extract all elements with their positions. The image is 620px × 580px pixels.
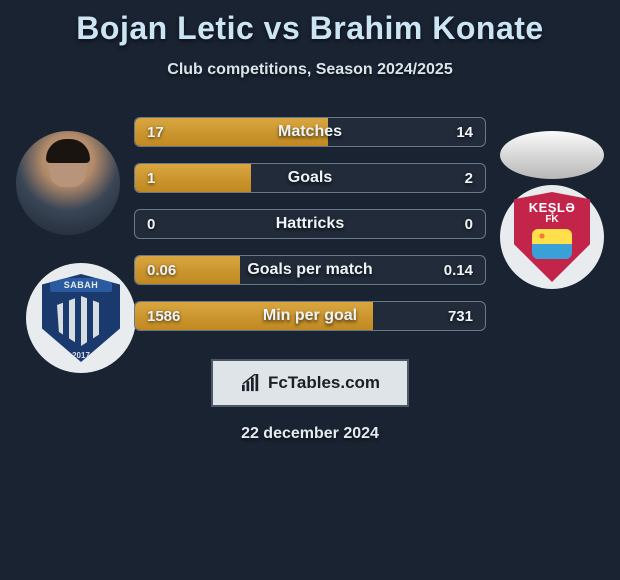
stat-row-hattricks: 0 Hattricks 0 <box>134 209 486 239</box>
stat-left-value: 0.06 <box>135 262 195 279</box>
comparison-panel: SABAH 2017 17 Matches 14 1 Goals 2 <box>10 117 610 443</box>
stat-label: Goals <box>195 169 425 187</box>
stat-right-value: 2 <box>425 170 485 187</box>
stat-row-mpg: 1586 Min per goal 731 <box>134 301 486 331</box>
stat-label: Hattricks <box>195 215 425 233</box>
stat-label: Goals per match <box>195 261 425 279</box>
sabah-shield-icon: SABAH 2017 <box>42 274 120 362</box>
shield-stripes-icon <box>57 296 105 346</box>
stat-row-matches: 17 Matches 14 <box>134 117 486 147</box>
stat-label: Min per goal <box>195 307 425 325</box>
stat-left-value: 17 <box>135 124 195 141</box>
brand-card[interactable]: FcTables.com <box>211 359 409 407</box>
player1-club-badge: SABAH 2017 <box>26 263 136 373</box>
subtitle: Club competitions, Season 2024/2025 <box>10 61 610 79</box>
stat-row-goals: 1 Goals 2 <box>134 163 486 193</box>
club2-sub: FK <box>545 214 558 225</box>
stat-left-value: 1586 <box>135 308 195 325</box>
page-title: Bojan Letic vs Brahim Konate <box>10 10 610 47</box>
chart-icon <box>240 374 262 392</box>
stat-row-gpm: 0.06 Goals per match 0.14 <box>134 255 486 285</box>
kesla-shield-icon: KEŞLƏ FK <box>514 192 590 282</box>
stat-left-value: 0 <box>135 216 195 233</box>
shield-emblem-icon <box>532 229 572 259</box>
stat-right-value: 14 <box>425 124 485 141</box>
player2-avatar <box>500 131 604 179</box>
stat-left-value: 1 <box>135 170 195 187</box>
club1-year: 2017 <box>72 351 90 360</box>
stats-column: 17 Matches 14 1 Goals 2 0 Hattricks 0 0.… <box>130 117 490 443</box>
player2-club-badge: KEŞLƏ FK <box>500 185 604 289</box>
stat-right-value: 0 <box>425 216 485 233</box>
player1-avatar <box>16 131 120 235</box>
brand-name: FcTables.com <box>268 373 380 393</box>
club1-name: SABAH <box>50 278 112 292</box>
stat-right-value: 0.14 <box>425 262 485 279</box>
stat-right-value: 731 <box>425 308 485 325</box>
date-label: 22 december 2024 <box>134 425 486 443</box>
club2-name: KEŞLƏ <box>529 200 576 215</box>
stat-label: Matches <box>195 123 425 141</box>
